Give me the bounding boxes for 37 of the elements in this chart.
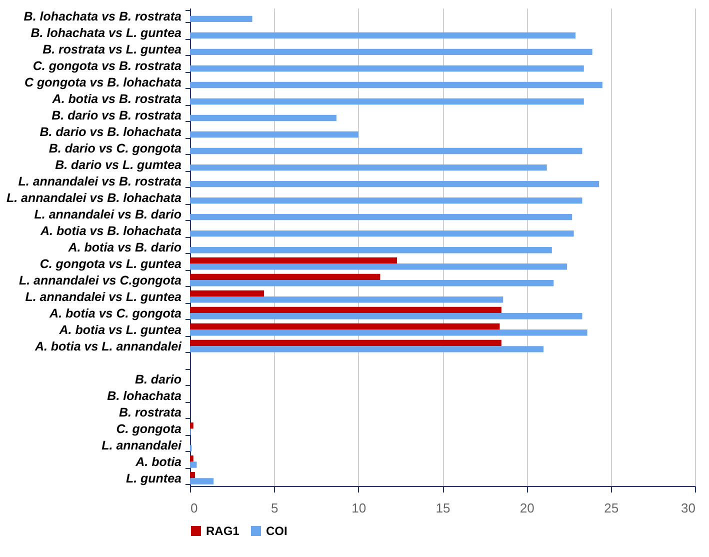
y-tick-label: A. botia [134,455,182,470]
y-tick-label: C gongota vs B. lohachata [24,75,182,90]
y-tick-label: C. gongota [116,422,182,436]
legend-label: COI [266,524,288,538]
y-tick-label: L. annandalei [102,438,182,453]
x-tick-label: 10 [352,500,366,516]
y-tick-label: L. annandalei vs L. guntea [25,290,182,304]
x-tick-label: 15 [436,500,450,516]
y-tick-label: L. guntea [126,472,182,486]
y-tick-label: L. annandalei vs B. rostrata [18,174,182,188]
y-tick-label: B. dario [134,372,182,387]
y-tick-label: B. lohachata vs B. rostrata [24,9,182,24]
y-tick-label: A. botia vs B. lohachata [39,224,182,238]
y-tick-label: A. botia vs L. annandalei [34,340,182,354]
x-tick-label: 30 [681,500,696,516]
y-tick-label: B. dario vs L. gumtea [55,158,182,172]
y-tick-label: B. dario vs C. gongota [48,141,182,156]
x-tick-label: 25 [604,500,619,516]
y-tick-label: B. rostrata vs L. guntea [42,42,182,56]
legend-label: RAG1 [206,524,240,538]
y-tick-label: L. annandalei vs B. lohachata [6,190,182,205]
y-tick-label: B. dario vs B. lohachata [40,124,182,139]
x-tick-label: 5 [271,500,278,516]
y-tick-label: C. gongota vs B. rostrata [32,58,182,73]
y-tick-label: A. botia vs B. rostrata [51,92,182,106]
x-tick-label: 20 [520,500,534,516]
y-tick-label: A. botia vs L. guntea [58,323,182,338]
y-tick-label: B. lohachata [107,389,182,404]
y-tick-label: A. botia vs C. gongota [48,306,182,321]
y-tick-label: B. dario vs B. rostrata [52,108,182,122]
y-tick-label: C. gongota vs L. guntea [40,257,182,272]
x-tick-label: 0 [190,500,198,516]
y-tick-label: L. annandalei vs B. dario [34,207,182,222]
y-tick-label: B. rostrata [118,406,182,420]
y-tick-label: A. botia vs B. dario [67,240,182,254]
y-tick-label: L. annandalei vs C.gongota [18,274,182,288]
y-tick-label: B. lohachata vs L. guntea [30,26,182,40]
